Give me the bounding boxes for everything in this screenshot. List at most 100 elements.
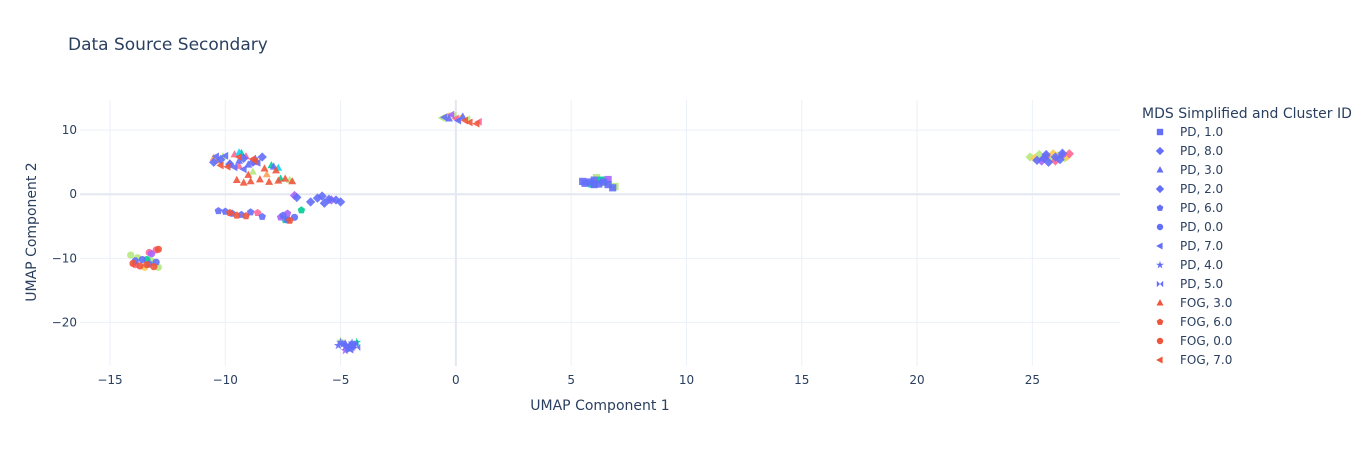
data-point: [1032, 155, 1042, 165]
data-point: [265, 177, 274, 185]
data-point-other: [1036, 156, 1047, 166]
legend-item[interactable]: FOG, 6.0: [1156, 315, 1233, 329]
data-point-other: [253, 208, 262, 216]
legend-label: PD, 0.0: [1180, 220, 1223, 234]
data-point-other: [446, 110, 455, 119]
legend-marker: [1156, 356, 1163, 364]
data-point: [286, 216, 294, 224]
legend-marker: [1156, 318, 1164, 325]
data-point: [226, 208, 234, 216]
legend-marker: [1156, 242, 1163, 250]
data-point: [232, 175, 241, 183]
legend-label: PD, 8.0: [1180, 144, 1223, 158]
legend-label: PD, 7.0: [1180, 239, 1223, 253]
x-tick-label: 25: [1025, 373, 1040, 387]
legend-item[interactable]: PD, 5.0: [1156, 277, 1223, 291]
legend-item[interactable]: PD, 6.0: [1156, 201, 1224, 215]
data-point: [343, 343, 352, 352]
data-point: [239, 178, 248, 186]
data-point: [250, 156, 259, 165]
data-point: [211, 152, 219, 161]
legend-label: FOG, 6.0: [1180, 315, 1232, 329]
data-point-other: [248, 167, 257, 175]
legend-label: PD, 6.0: [1180, 201, 1223, 215]
legend-item[interactable]: PD, 7.0: [1156, 239, 1223, 253]
data-point: [472, 119, 480, 128]
x-tick-label: 5: [567, 373, 575, 387]
data-point: [465, 118, 473, 127]
data-point: [129, 259, 137, 267]
tick-labels: −15 −10 −5 0 5 10 15 20 25 −20 −10 0 10: [52, 123, 1040, 387]
legend-marker: [1156, 260, 1164, 269]
data-point: [1050, 152, 1061, 162]
legend-marker: [1156, 337, 1164, 345]
data-point: [246, 208, 255, 216]
data-point: [345, 344, 355, 354]
data-point-other: [1046, 154, 1056, 164]
data-point: [292, 192, 302, 203]
data-points: [127, 110, 1074, 355]
data-point: [609, 184, 617, 192]
data-point: [209, 157, 219, 167]
data-point-other: [1034, 149, 1044, 160]
data-point: [1041, 149, 1051, 160]
legend-marker: [1156, 280, 1164, 288]
y-tick-label: 10: [62, 123, 77, 137]
legend-label: PD, 2.0: [1180, 182, 1223, 196]
data-point-other: [340, 345, 350, 355]
data-point: [233, 211, 241, 219]
data-point: [214, 206, 223, 215]
y-tick-label: −20: [52, 315, 77, 329]
legend-title: MDS Simplified and Cluster ID: [1142, 106, 1352, 122]
data-point: [1043, 157, 1054, 167]
data-point-other: [1025, 152, 1035, 162]
data-point: [439, 113, 448, 122]
legend-marker: [1155, 184, 1165, 194]
data-point: [453, 116, 462, 125]
legend-item[interactable]: PD, 3.0: [1156, 163, 1223, 177]
data-point: [274, 176, 283, 184]
data-point: [333, 340, 343, 350]
data-point: [242, 212, 250, 220]
legend-marker: [1155, 146, 1165, 156]
data-point: [460, 116, 468, 125]
legend-item[interactable]: PD, 2.0: [1155, 182, 1223, 196]
x-tick-label: 15: [794, 373, 809, 387]
y-tick-label: 0: [69, 187, 77, 201]
legend-item[interactable]: PD, 0.0: [1156, 220, 1223, 234]
legend-item[interactable]: FOG, 3.0: [1156, 296, 1232, 310]
data-point: [246, 177, 255, 185]
data-point: [1057, 148, 1068, 158]
data-point: [1039, 153, 1049, 163]
x-tick-label: 20: [909, 373, 924, 387]
data-point: [338, 339, 348, 348]
data-point: [346, 346, 354, 354]
legend-item[interactable]: FOG, 7.0: [1156, 353, 1232, 367]
data-point: [154, 245, 162, 253]
legend-marker: [1156, 128, 1164, 136]
legend[interactable]: MDS Simplified and Cluster ID PD, 1.0 PD,…: [1142, 106, 1352, 367]
y-axis-title: UMAP Component 2: [24, 162, 40, 301]
data-point: [260, 164, 269, 172]
data-point: [335, 197, 346, 207]
data-point: [234, 153, 242, 161]
legend-item[interactable]: PD, 1.0: [1156, 125, 1223, 139]
legend-item[interactable]: FOG, 0.0: [1156, 334, 1233, 348]
data-point: [317, 191, 327, 201]
legend-item[interactable]: PD, 4.0: [1156, 258, 1223, 272]
data-point-other: [1064, 149, 1074, 159]
x-tick-label: 10: [679, 373, 694, 387]
data-point: [230, 163, 238, 172]
legend-label: FOG, 7.0: [1180, 353, 1232, 367]
data-point-other: [230, 150, 239, 158]
data-point: [281, 174, 290, 182]
x-axis-title: UMAP Component 1: [530, 398, 669, 414]
data-point: [1055, 154, 1065, 165]
data-point: [150, 263, 158, 271]
data-point-other: [127, 251, 135, 259]
data-point: [136, 262, 144, 270]
legend-item[interactable]: PD, 8.0: [1155, 144, 1223, 158]
data-point: [216, 161, 224, 170]
legend-marker: [1156, 204, 1164, 211]
data-point: [581, 179, 589, 187]
